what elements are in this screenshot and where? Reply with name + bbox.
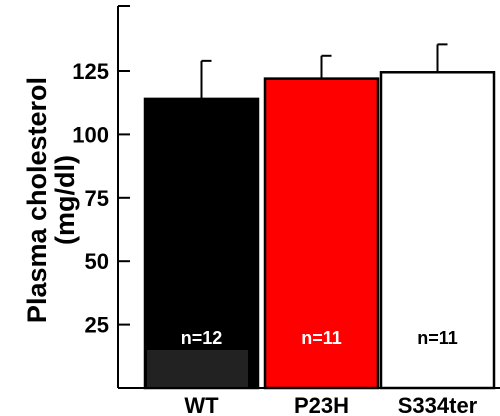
category-label-p23h: P23H [294, 393, 349, 416]
bar-wt [143, 97, 260, 390]
category-label-wt: WT [184, 393, 219, 416]
y-tick-label-50: 50 [85, 249, 109, 274]
y-axis-label: Plasma cholesterol (mg/dl) [22, 77, 80, 323]
n-label-wt: n=12 [181, 328, 223, 348]
y-tick-label-100: 100 [72, 122, 109, 147]
y-ticks-group: 25 50 75 100 125 [72, 59, 130, 338]
error-bars-group [200, 43, 448, 99]
y-tick-label-125: 125 [72, 59, 109, 84]
bar-p23h [263, 77, 380, 390]
y-tick-label-25: 25 [85, 313, 109, 338]
bar-wt-shade [147, 350, 248, 387]
y-axis-label-line-1: Plasma cholesterol [22, 77, 52, 323]
category-label-s334ter: S334ter [398, 393, 478, 416]
y-axis-label-line-2: (mg/dl) [50, 155, 80, 245]
x-category-labels-group: WT P23H S334ter [184, 393, 477, 416]
n-label-p23h: n=11 [301, 328, 342, 348]
y-tick-label-75: 75 [85, 186, 109, 211]
n-label-s334ter: n=11 [417, 328, 458, 348]
n-labels-group: n=12 n=11 n=11 [181, 328, 458, 348]
